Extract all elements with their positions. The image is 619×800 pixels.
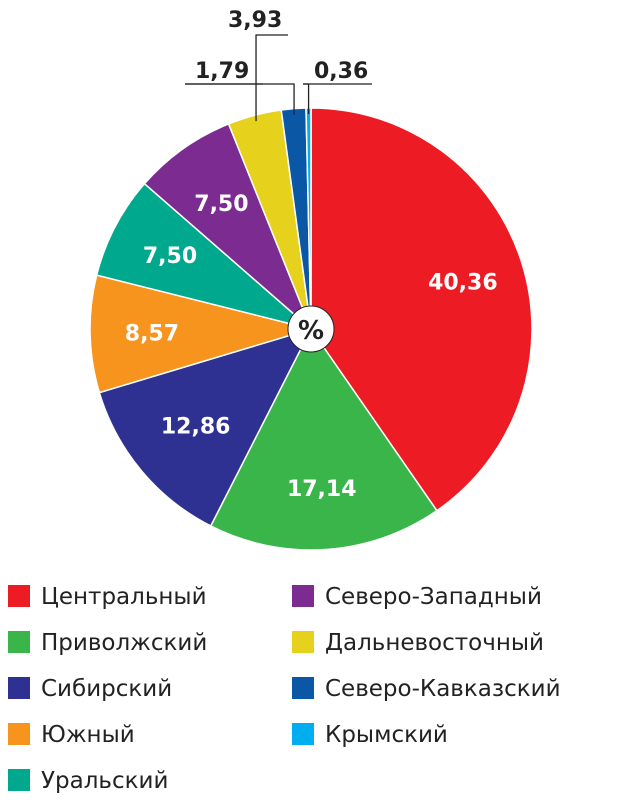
legend-label: Приволжский: [41, 630, 207, 656]
legend-label: Сибирский: [41, 676, 172, 702]
legend-swatch: [292, 677, 314, 699]
pie-slice: [143, 122, 312, 330]
legend-swatch: [8, 677, 30, 699]
data-label: 7,50: [194, 192, 248, 217]
data-label: 7,50: [143, 244, 197, 269]
legend-swatch: [8, 631, 30, 653]
legend-swatch: [292, 723, 314, 745]
legend-label: Дальневосточный: [325, 630, 544, 656]
legend-label: Северо-Кавказский: [325, 676, 561, 702]
data-label: 17,14: [287, 477, 357, 502]
legend-swatch: [8, 585, 30, 607]
data-label: 0,36: [314, 59, 368, 84]
leader-line: [255, 34, 258, 122]
legend-label: Уральский: [41, 768, 168, 794]
legend-swatch: [292, 585, 314, 607]
legend-label: Центральный: [41, 584, 207, 610]
legend-label: Северо-Западный: [325, 584, 542, 610]
unit-label: %: [298, 316, 324, 346]
data-label: 40,36: [428, 271, 498, 296]
pie-slice: [89, 274, 314, 394]
data-label: 3,93: [228, 8, 282, 33]
data-label: 1,79: [195, 59, 249, 84]
data-label: 12,86: [161, 414, 231, 439]
legend-swatch: [8, 723, 30, 745]
pie-slice: [209, 327, 438, 551]
pie-slice: [98, 327, 313, 527]
legend-label: Южный: [41, 722, 135, 748]
legend-swatch: [292, 631, 314, 653]
legend-swatch: [8, 769, 30, 791]
legend-label: Крымский: [325, 722, 448, 748]
pie-slice: [310, 107, 533, 512]
data-label: 8,57: [125, 322, 179, 347]
center-circle: [287, 305, 335, 353]
pie-slice: [95, 182, 312, 330]
